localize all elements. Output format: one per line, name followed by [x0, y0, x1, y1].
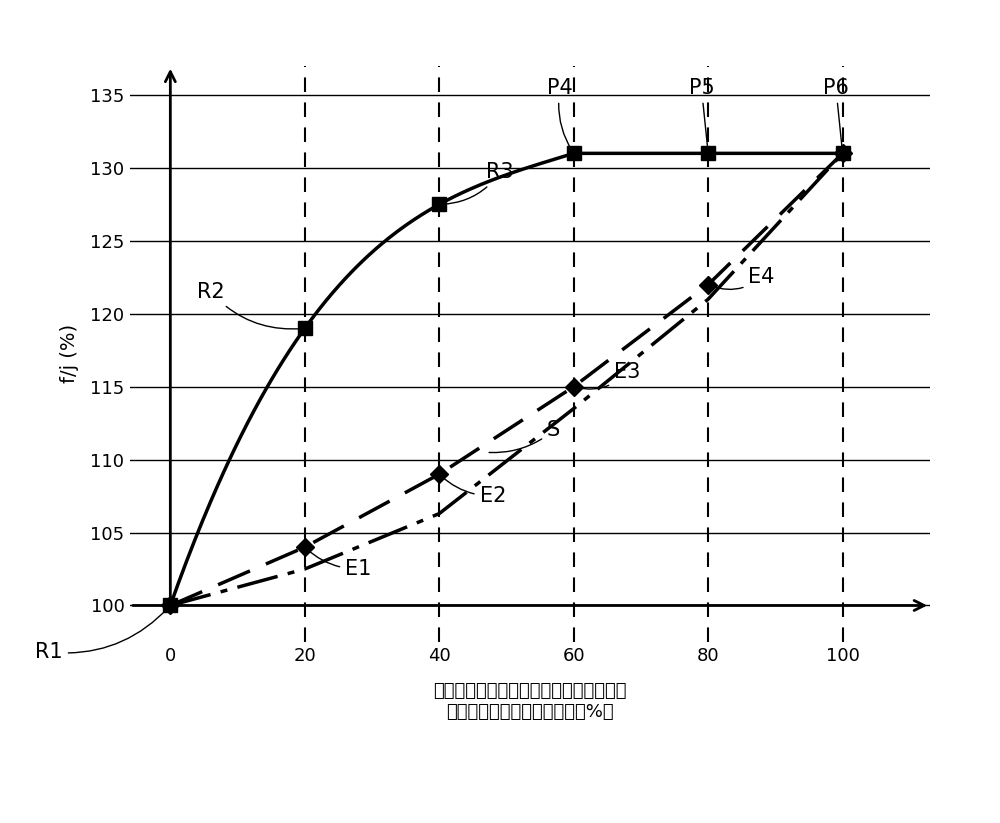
- Text: S: S: [489, 421, 560, 453]
- Text: R2: R2: [197, 282, 302, 329]
- Text: E4: E4: [711, 267, 775, 290]
- X-axis label: 高传热流路部的两端间的距离相对于有效
区域的两端间的距离的比例（%）: 高传热流路部的两端间的距离相对于有效 区域的两端间的距离的比例（%）: [433, 682, 627, 721]
- Text: R1: R1: [35, 607, 168, 663]
- Text: E1: E1: [307, 549, 372, 579]
- Text: P4: P4: [547, 77, 573, 151]
- Text: P6: P6: [823, 77, 849, 151]
- Text: E2: E2: [441, 477, 506, 506]
- Text: R3: R3: [442, 162, 514, 204]
- Text: E3: E3: [576, 362, 640, 389]
- Text: P5: P5: [689, 77, 714, 151]
- Y-axis label: f/j (%): f/j (%): [60, 324, 79, 384]
